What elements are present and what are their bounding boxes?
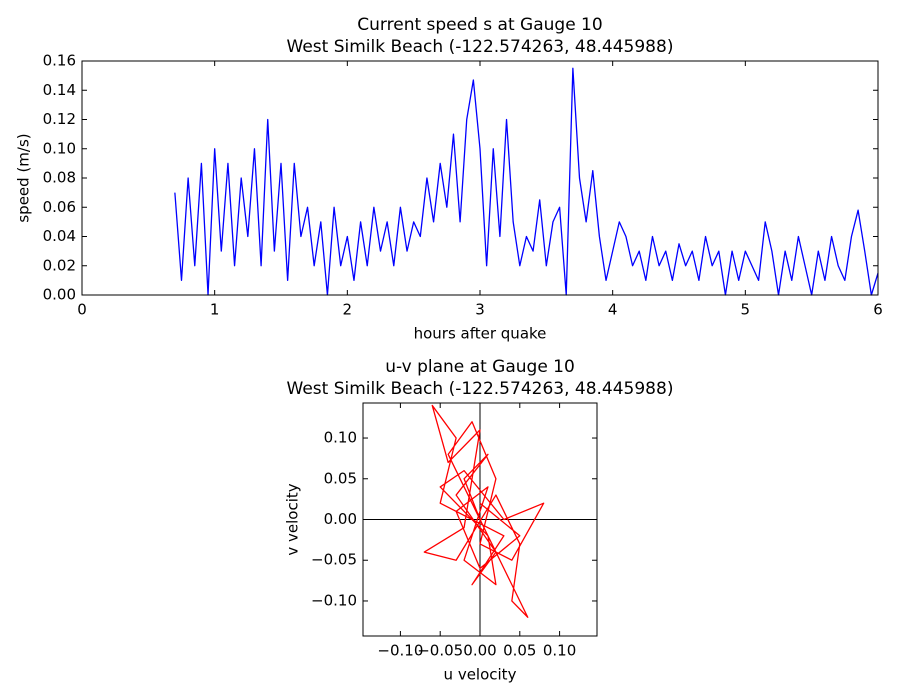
- chart-title: Current speed s at Gauge 10: [357, 15, 602, 35]
- y-tick-label: 0.14: [43, 81, 76, 99]
- x-tick-label: 3: [475, 301, 485, 319]
- data-line: [423, 404, 545, 618]
- y-tick-label: 0.06: [43, 198, 76, 216]
- x-tick-label: 0.05: [503, 642, 536, 660]
- x-tick-label: 0.00: [463, 642, 496, 660]
- x-axis-label: hours after quake: [414, 325, 547, 343]
- data-line: [174, 67, 879, 296]
- x-tick-label: 5: [741, 301, 751, 319]
- x-tick-label: 6: [873, 301, 883, 319]
- y-tick-label: 0.12: [43, 110, 76, 128]
- y-tick-label: 0.04: [43, 227, 76, 245]
- y-tick-label: 0.16: [43, 52, 76, 70]
- y-tick-label: −0.05: [311, 551, 357, 569]
- y-tick-label: −0.10: [311, 591, 357, 609]
- y-tick-label: 0.10: [324, 429, 357, 447]
- x-tick-label: 4: [608, 301, 618, 319]
- x-tick-label: 0.10: [543, 642, 576, 660]
- x-axis-label: u velocity: [444, 666, 517, 684]
- y-tick-label: 0.00: [43, 286, 76, 304]
- x-tick-label: −0.10: [377, 642, 423, 660]
- y-axis-label: speed (m/s): [15, 133, 33, 222]
- y-tick-label: 0.10: [43, 139, 76, 157]
- y-tick-label: 0.02: [43, 256, 76, 274]
- chart-subtitle: West Similk Beach (-122.574263, 48.44598…: [287, 37, 674, 57]
- y-tick-label: 0.08: [43, 169, 76, 187]
- x-tick-label: 1: [210, 301, 220, 319]
- x-tick-label: 2: [343, 301, 353, 319]
- plot-frame: [81, 60, 879, 296]
- chart-title: u-v plane at Gauge 10: [385, 357, 575, 377]
- chart-subtitle: West Similk Beach (-122.574263, 48.44598…: [287, 379, 674, 399]
- y-tick-label: 0.00: [324, 510, 357, 528]
- y-axis-label: v velocity: [284, 483, 302, 555]
- x-tick-label: −0.05: [417, 642, 463, 660]
- plot-frame: [362, 402, 598, 637]
- x-tick-label: 0: [77, 301, 87, 319]
- y-tick-label: 0.05: [324, 469, 357, 487]
